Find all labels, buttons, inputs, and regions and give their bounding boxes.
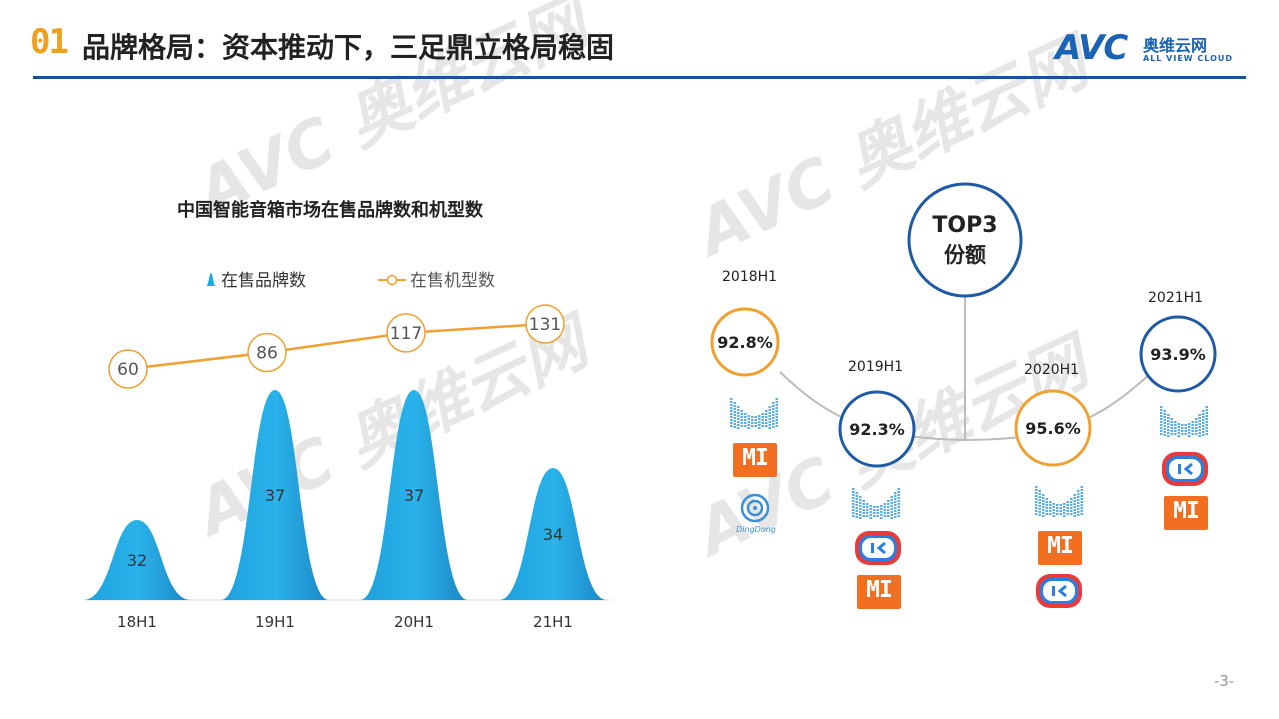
x-tick-label: 19H1 — [255, 613, 295, 631]
x-tick-label: 20H1 — [394, 613, 434, 631]
legend-label: 在售品牌数 — [221, 271, 306, 291]
line-point-marker — [525, 304, 565, 344]
line-point-marker — [247, 332, 287, 373]
bar-value-label: 37 — [265, 486, 285, 505]
dingdong-logo-2018 — [740, 493, 770, 523]
legend-models: 在售机型数 — [378, 266, 495, 291]
chart-title: 中国智能音箱市场在售品牌数和机型数 — [177, 200, 483, 221]
page-number: -3- — [1214, 672, 1235, 690]
header-divider — [33, 76, 1246, 79]
bell-bar-19H1 — [221, 390, 329, 600]
share-value-2020: 95.6% — [1025, 419, 1081, 438]
xiaodu-logo-2021 — [1160, 406, 1208, 437]
bell-legend-icon — [205, 271, 217, 291]
year-label-2019: 2019H1 — [848, 359, 904, 375]
model-count-line — [127, 322, 546, 371]
xiaomi-logo-2018: MI — [733, 443, 777, 477]
bell-bar-20H1 — [360, 390, 468, 600]
top3-center-circle — [907, 182, 1023, 298]
tmall-genie-logo-2021 — [1162, 452, 1208, 486]
line-point-marker — [386, 313, 426, 353]
line-point-marker — [108, 349, 148, 389]
dingdong-label: DingDong — [736, 525, 776, 534]
line-value-label: 60 — [117, 360, 139, 380]
line-marker-legend-icon — [378, 271, 406, 291]
bar-value-label: 32 — [127, 551, 147, 570]
logo-en: ALL VIEW CLOUD — [1143, 54, 1234, 63]
logo-cn: 奥维云网 — [1143, 36, 1208, 55]
share-value-2019: 92.3% — [849, 420, 905, 439]
xiaomi-logo-text: MI — [1047, 533, 1074, 559]
line-value-label: 131 — [529, 315, 561, 335]
share-circle-2019 — [838, 390, 916, 468]
legend-label: 在售机型数 — [410, 271, 495, 291]
bell-bar-18H1 — [83, 520, 191, 600]
bell-bar-21H1 — [499, 468, 607, 600]
year-label-2020: 2020H1 — [1024, 362, 1080, 378]
share-value-2021: 93.9% — [1150, 345, 1206, 364]
top3-label: TOP3 — [932, 213, 997, 238]
xiaomi-logo-2019: MI — [857, 575, 901, 609]
bar-value-label: 37 — [404, 486, 424, 505]
tmall-genie-logo-2020 — [1036, 574, 1082, 608]
logo-text: AVC — [1055, 28, 1128, 68]
page-title: 品牌格局：资本推动下，三足鼎立格局稳固 — [82, 31, 615, 64]
section-number: 01 — [30, 22, 69, 62]
xiaomi-logo-2021: MI — [1164, 496, 1208, 530]
line-value-label: 117 — [390, 324, 422, 344]
line-value-label: 86 — [256, 344, 278, 364]
year-label-2018: 2018H1 — [722, 269, 778, 285]
xiaodu-logo-2018 — [730, 398, 778, 429]
avc-logo: AVC 奥维云网 ALL VIEW CLOUD — [1055, 28, 1250, 68]
bar-value-label: 34 — [543, 525, 563, 544]
share-circle-2021 — [1139, 315, 1217, 393]
share-value-2018: 92.8% — [717, 333, 773, 352]
xiaodu-logo-2019 — [852, 488, 900, 519]
xiaomi-logo-text: MI — [742, 445, 769, 471]
tmall-genie-logo-2019 — [855, 531, 901, 565]
share-circle-2020 — [1014, 389, 1092, 467]
year-label-2021: 2021H1 — [1148, 290, 1204, 306]
x-tick-label: 18H1 — [117, 613, 157, 631]
xiaodu-logo-2020 — [1035, 486, 1083, 517]
legend-brands: 在售品牌数 — [205, 266, 306, 291]
xiaomi-logo-2020: MI — [1038, 531, 1082, 565]
share-label: 份额 — [944, 243, 986, 267]
xiaomi-logo-text: MI — [866, 577, 893, 603]
xiaomi-logo-text: MI — [1173, 498, 1200, 524]
share-circle-2018 — [710, 307, 780, 377]
x-tick-label: 21H1 — [533, 613, 573, 631]
